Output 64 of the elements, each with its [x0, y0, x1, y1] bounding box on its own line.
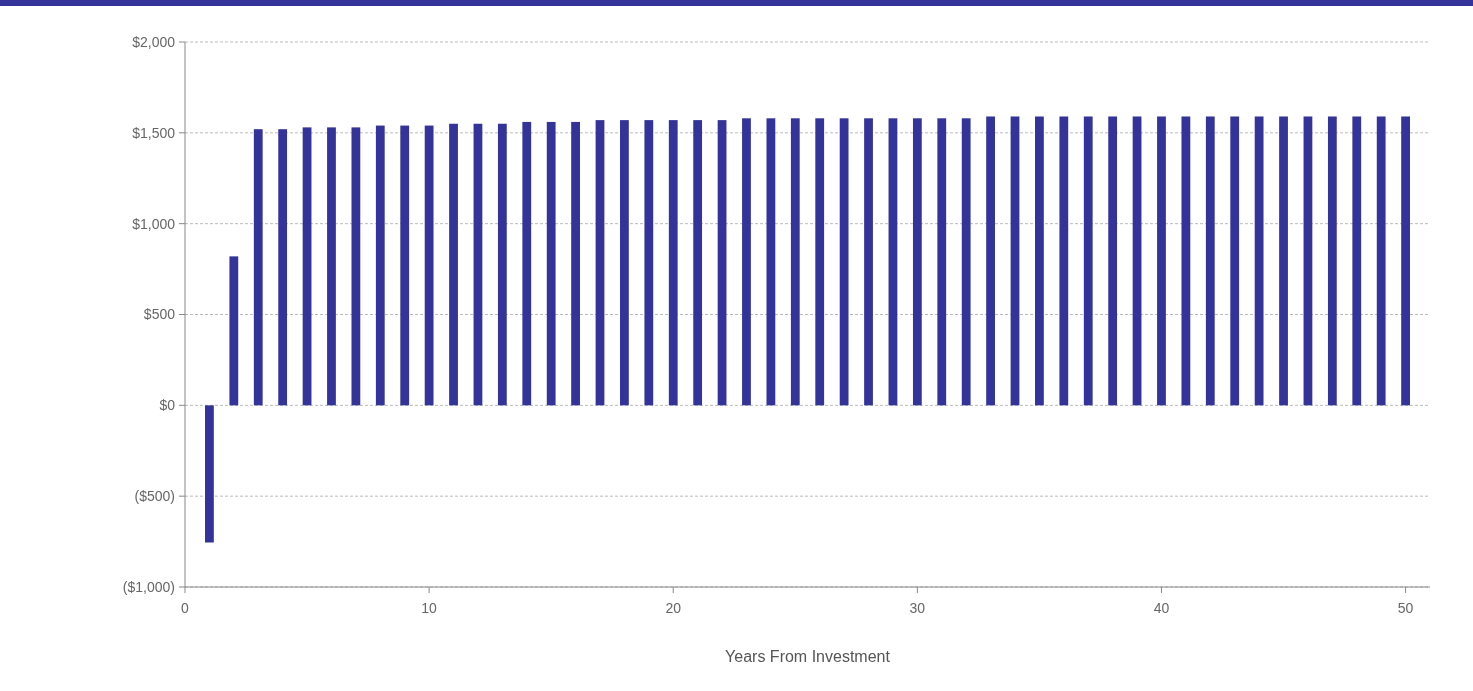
- y-tick-label: ($500): [134, 488, 175, 505]
- bar: [693, 120, 703, 406]
- x-tick-label: 10: [421, 600, 438, 616]
- bar: [229, 256, 239, 406]
- bar: [1303, 116, 1313, 406]
- bar: [351, 127, 361, 406]
- bar: [864, 118, 873, 406]
- bar: [546, 121, 556, 406]
- bar: [1254, 116, 1264, 406]
- bar: [1352, 116, 1362, 406]
- bar: [1279, 116, 1288, 406]
- bar: [400, 125, 410, 406]
- bar: [839, 118, 849, 406]
- bar: [790, 118, 800, 406]
- bar: [375, 125, 385, 406]
- bar: [620, 120, 629, 406]
- bar: [1010, 116, 1020, 406]
- bar: [595, 120, 605, 406]
- bar: [1327, 116, 1337, 406]
- x-tick-label: 30: [909, 600, 926, 616]
- bar: [1376, 116, 1386, 406]
- x-tick-label: 0: [181, 600, 190, 616]
- bar: [1132, 116, 1142, 406]
- bar: [717, 120, 727, 406]
- x-tick-label: 40: [1153, 600, 1170, 616]
- y-tick-label: $1,500: [132, 124, 176, 141]
- bar: [986, 116, 995, 406]
- x-axis-title: Years From Investment: [725, 648, 891, 665]
- bar: [1401, 116, 1410, 406]
- y-tick-label: ($1,000): [122, 578, 175, 595]
- bar: [888, 118, 898, 406]
- bar: [327, 127, 336, 406]
- bar: [937, 118, 947, 406]
- x-tick-label: 20: [665, 600, 682, 616]
- bar: [205, 405, 214, 543]
- bar: [912, 118, 922, 406]
- bar: [497, 123, 507, 406]
- bar: [302, 127, 312, 406]
- bar: [668, 120, 678, 406]
- bar: [449, 123, 458, 406]
- bar: [766, 118, 776, 406]
- y-tick-label: $0: [159, 397, 176, 414]
- bar: [473, 123, 483, 406]
- y-tick-label: $2,000: [132, 33, 176, 50]
- bar: [644, 120, 654, 406]
- bar: [424, 125, 434, 406]
- y-tick-label: $500: [143, 306, 176, 323]
- bar: [1035, 116, 1044, 406]
- bar: [278, 129, 288, 406]
- bar: [522, 121, 532, 406]
- bar: [1230, 116, 1240, 406]
- bar: [1157, 116, 1166, 406]
- bar: [961, 118, 971, 406]
- bar: [1083, 116, 1093, 406]
- x-tick-label: 50: [1397, 600, 1414, 616]
- bar: [571, 121, 580, 406]
- bar: [742, 118, 751, 406]
- bar: [1059, 116, 1069, 406]
- y-tick-label: $1,000: [132, 215, 176, 232]
- bar: [815, 118, 825, 406]
- bar: [1181, 116, 1191, 406]
- bar: [253, 129, 263, 406]
- bar: [1108, 116, 1118, 406]
- bar: [1205, 116, 1215, 406]
